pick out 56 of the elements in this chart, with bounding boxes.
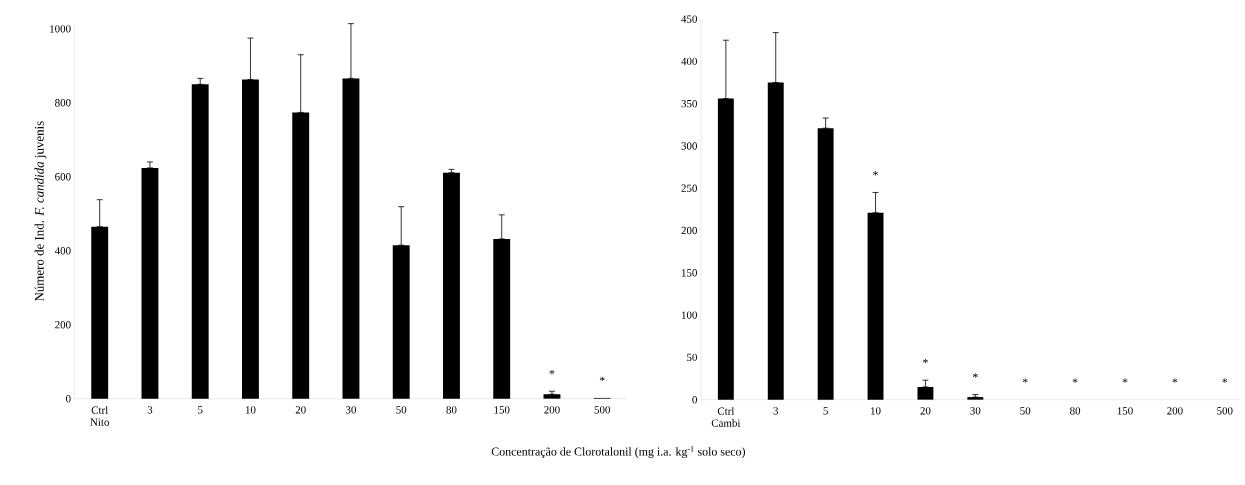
x-tick-label: 10 <box>871 407 881 415</box>
annotation: * <box>1072 378 1078 383</box>
x-tick-label: 3 <box>147 406 153 414</box>
x-tick-label: 50 <box>1020 407 1031 415</box>
annotation: * <box>1222 378 1228 383</box>
y-tick-label: 1000 <box>50 25 71 33</box>
x-tick-label: 500 <box>594 406 610 414</box>
bar <box>493 238 511 399</box>
y-tick-label: 400 <box>681 57 697 65</box>
annotation: * <box>923 358 928 364</box>
x-tick-label: 500 <box>1217 407 1233 415</box>
bar <box>967 397 984 400</box>
x-tick-label: 150 <box>1117 407 1133 415</box>
y-tick-label: 200 <box>55 320 71 329</box>
y-tick-label: 450 <box>681 15 697 23</box>
y-tick-label: 0 <box>66 394 71 403</box>
x-tick-label: 3 <box>773 407 779 415</box>
x-tick-label: 200 <box>544 406 560 414</box>
y-tick-label: 800 <box>55 99 71 107</box>
x-tick-label: 50 <box>396 406 407 414</box>
bar <box>917 386 934 400</box>
annotation: * <box>1022 378 1028 383</box>
y-tick-label: 100 <box>681 311 697 319</box>
y-axis-title: Número de Ind. F. candida juvenis <box>34 121 47 302</box>
x-tick-label: 80 <box>446 406 457 414</box>
annotation: * <box>549 369 555 375</box>
x-tick-label: Ctrl Nito <box>90 406 110 426</box>
y-tick-label: 0 <box>692 395 697 404</box>
x-tick-label: 5 <box>198 406 203 414</box>
x-tick-label: 30 <box>346 406 357 414</box>
x-tick-label: 150 <box>494 406 510 414</box>
y-tick-label: 50 <box>687 353 697 361</box>
x-tick-label: Ctrl Cambi <box>711 407 741 427</box>
y-tick-label: 250 <box>681 184 697 192</box>
x-tick-label: 80 <box>1070 407 1081 415</box>
y-tick-label: 300 <box>681 142 697 150</box>
annotation: * <box>1122 378 1128 383</box>
y-tick-label: 350 <box>681 99 697 108</box>
x-tick-label: 30 <box>970 407 981 415</box>
y-tick-label: 200 <box>681 226 697 235</box>
annotation: * <box>972 373 978 378</box>
x-tick-label: 5 <box>823 407 828 415</box>
y-tick-label: 150 <box>681 269 697 277</box>
x-tick-label: 10 <box>245 406 256 414</box>
bar <box>443 172 460 399</box>
annotation: * <box>873 171 878 176</box>
x-tick-label: 20 <box>295 406 306 414</box>
y-tick-label: 400 <box>54 246 71 255</box>
bar <box>141 167 159 399</box>
x-axis-title: Concentração de Clorotalonil (mg i.a. kg$^{-1}$ solo seco) <box>491 445 745 458</box>
bar <box>543 394 561 399</box>
y-tick-label: 600 <box>55 173 71 181</box>
annotation: * <box>599 376 605 381</box>
x-tick-label: 20 <box>920 407 931 415</box>
x-tick-label: 200 <box>1167 407 1183 415</box>
annotation: * <box>1172 378 1178 383</box>
